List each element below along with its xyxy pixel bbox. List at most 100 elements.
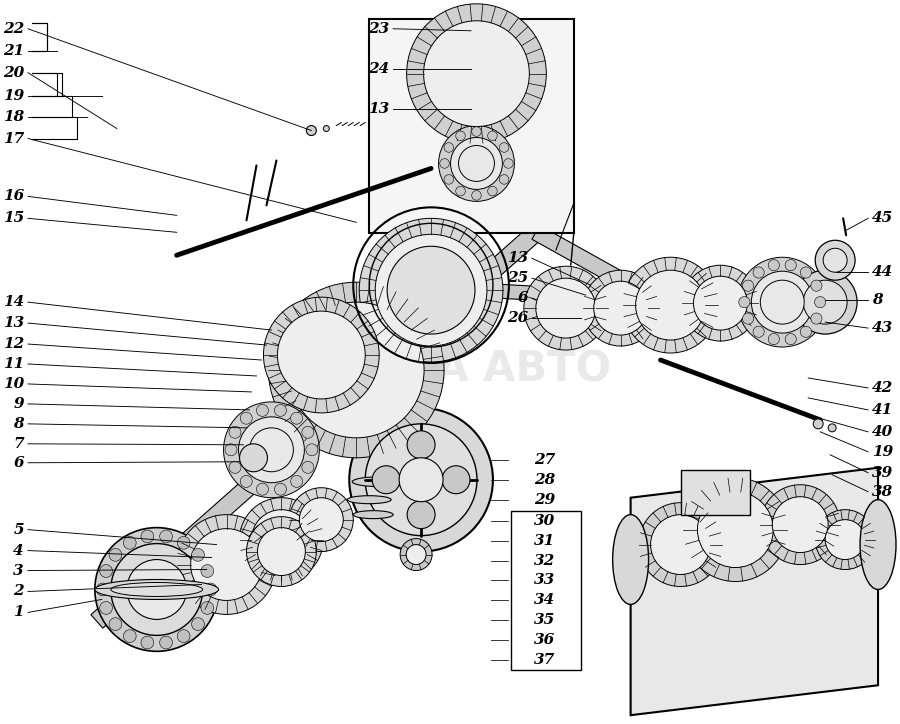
Text: 38: 38 — [872, 484, 894, 499]
Bar — [680, 470, 751, 515]
Ellipse shape — [111, 583, 202, 597]
Circle shape — [698, 492, 773, 568]
Text: ГАЗЕТА АВТО: ГАЗЕТА АВТО — [291, 349, 611, 391]
Text: 24: 24 — [368, 62, 389, 76]
Ellipse shape — [352, 476, 410, 487]
Circle shape — [814, 419, 824, 429]
Text: 15: 15 — [3, 211, 24, 225]
Circle shape — [800, 327, 812, 337]
Circle shape — [811, 280, 822, 291]
Circle shape — [264, 297, 379, 413]
Text: 11: 11 — [3, 357, 24, 371]
Circle shape — [302, 461, 314, 473]
Circle shape — [769, 334, 779, 345]
Circle shape — [387, 246, 475, 334]
Circle shape — [349, 408, 493, 552]
Circle shape — [455, 131, 465, 140]
Text: 3: 3 — [14, 563, 24, 578]
Circle shape — [365, 424, 477, 536]
Circle shape — [302, 426, 314, 438]
Circle shape — [753, 267, 764, 278]
Polygon shape — [481, 283, 831, 317]
Circle shape — [159, 636, 173, 649]
Circle shape — [257, 528, 305, 576]
Circle shape — [247, 517, 316, 586]
Circle shape — [407, 501, 435, 529]
Ellipse shape — [347, 496, 392, 504]
Circle shape — [373, 466, 400, 494]
Circle shape — [291, 476, 302, 487]
Text: 10: 10 — [3, 377, 24, 391]
Text: 40: 40 — [872, 425, 894, 439]
Circle shape — [94, 528, 219, 652]
Circle shape — [814, 297, 826, 308]
Circle shape — [811, 313, 822, 324]
Circle shape — [123, 630, 136, 642]
Circle shape — [536, 278, 596, 338]
Text: 13: 13 — [3, 316, 24, 330]
Circle shape — [238, 417, 304, 483]
Circle shape — [455, 186, 465, 196]
Circle shape — [277, 311, 365, 399]
Circle shape — [177, 536, 190, 550]
Circle shape — [742, 313, 753, 324]
Text: 7: 7 — [14, 437, 24, 451]
Text: 37: 37 — [535, 653, 555, 668]
Circle shape — [800, 267, 812, 278]
Text: 21: 21 — [3, 43, 24, 58]
Circle shape — [769, 260, 779, 271]
Circle shape — [274, 405, 286, 416]
Circle shape — [359, 219, 503, 362]
Circle shape — [399, 458, 443, 502]
Circle shape — [760, 485, 840, 565]
Circle shape — [256, 405, 268, 416]
Circle shape — [444, 143, 454, 152]
Text: 6: 6 — [518, 291, 528, 305]
Circle shape — [760, 280, 805, 324]
Circle shape — [772, 497, 828, 552]
Text: 19: 19 — [872, 445, 894, 459]
Circle shape — [458, 146, 494, 182]
Circle shape — [815, 510, 875, 570]
Bar — [369, 19, 573, 233]
Circle shape — [111, 544, 202, 636]
Circle shape — [274, 483, 286, 495]
Circle shape — [623, 257, 718, 353]
Circle shape — [141, 636, 154, 649]
Circle shape — [828, 424, 836, 432]
Text: 5: 5 — [14, 523, 24, 536]
Text: 22: 22 — [3, 22, 24, 35]
Circle shape — [300, 497, 343, 542]
Text: 2: 2 — [14, 584, 24, 599]
Text: 12: 12 — [3, 337, 24, 351]
Circle shape — [406, 544, 426, 565]
Circle shape — [249, 428, 293, 472]
Circle shape — [177, 630, 190, 642]
Circle shape — [524, 266, 608, 350]
Text: 34: 34 — [535, 594, 555, 607]
Circle shape — [240, 412, 252, 424]
Circle shape — [109, 549, 122, 561]
Circle shape — [635, 270, 706, 340]
Circle shape — [230, 461, 241, 473]
Circle shape — [753, 327, 764, 337]
Circle shape — [176, 515, 276, 615]
Text: 4: 4 — [14, 544, 24, 557]
Circle shape — [407, 431, 435, 459]
Text: 30: 30 — [535, 513, 555, 528]
Circle shape — [742, 280, 753, 291]
Circle shape — [290, 488, 354, 552]
Ellipse shape — [176, 557, 276, 573]
Circle shape — [109, 618, 122, 631]
Circle shape — [239, 497, 323, 581]
Polygon shape — [532, 225, 634, 292]
Circle shape — [306, 444, 318, 456]
Circle shape — [268, 282, 444, 458]
Circle shape — [504, 159, 513, 168]
Circle shape — [323, 125, 329, 132]
Circle shape — [752, 272, 814, 333]
Circle shape — [594, 281, 648, 335]
Circle shape — [803, 280, 847, 324]
Text: 8: 8 — [872, 293, 883, 307]
Circle shape — [192, 618, 204, 631]
